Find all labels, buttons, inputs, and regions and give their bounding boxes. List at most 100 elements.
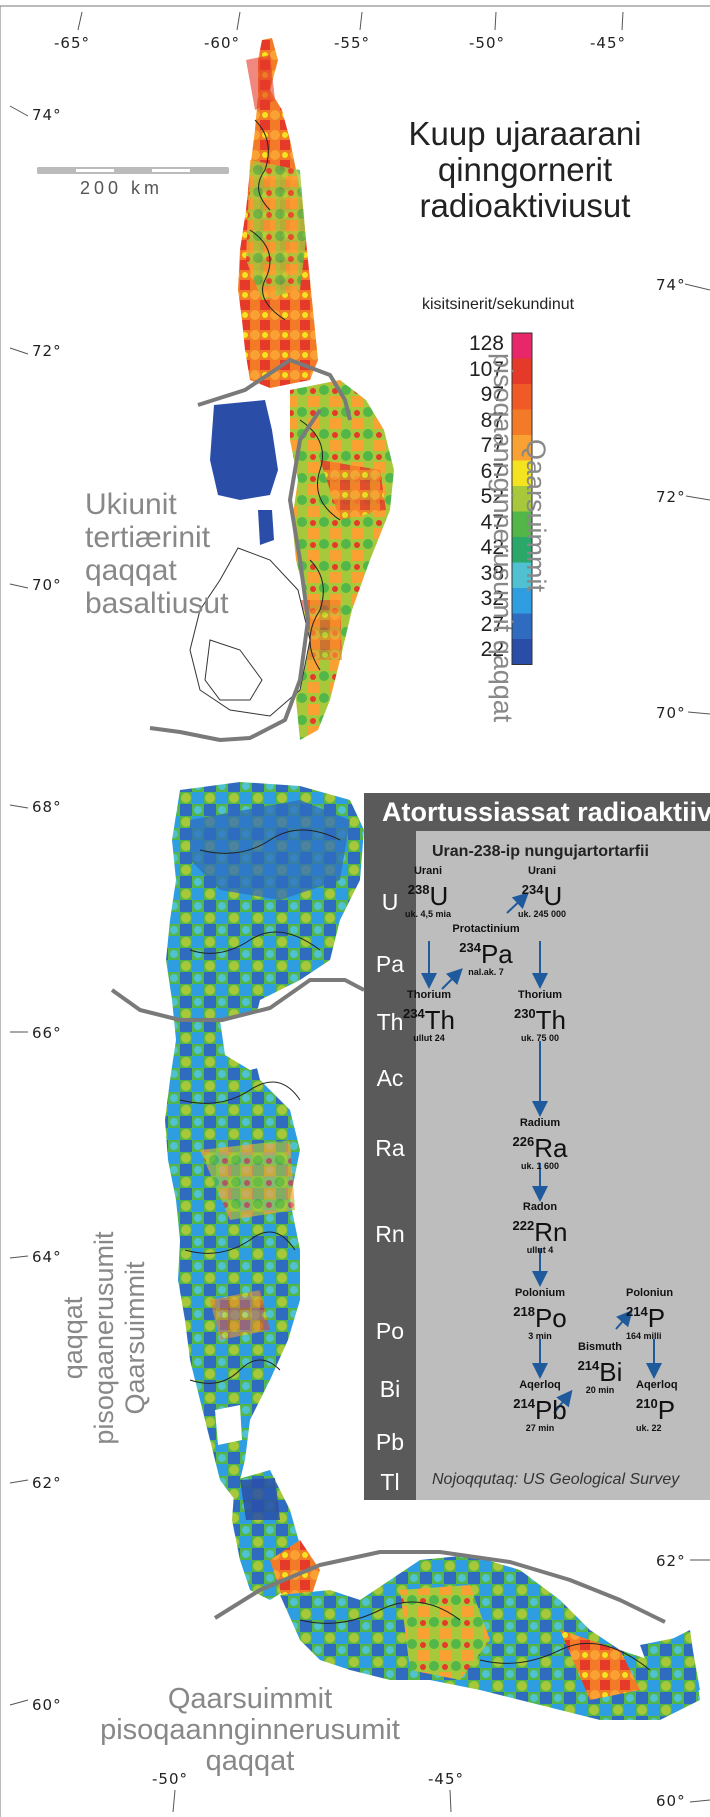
isotope-half-life: 27 min bbox=[525, 1423, 555, 1433]
isotope-mass: 214 bbox=[626, 1304, 648, 1319]
map-title-line: radioaktiviusut bbox=[419, 187, 631, 224]
isotope-name: Protactinium bbox=[452, 923, 520, 935]
isotope-th234: Thorium 234Th ullut 24 bbox=[394, 989, 464, 1043]
isotope-element: Ra bbox=[534, 1133, 568, 1163]
isotope-half-life: 164 milli bbox=[626, 1331, 662, 1341]
legend-swatch bbox=[512, 409, 532, 435]
legend-swatch bbox=[512, 333, 532, 359]
isotope-symbol: 234U bbox=[504, 877, 580, 909]
region-line: pisoqaannginnerusumit qaqqat bbox=[488, 353, 518, 723]
isotope-half-life: uk. 1 600 bbox=[520, 1161, 560, 1171]
isotope-pa234: Protactinium 234Pa nal.ak. 7 bbox=[446, 923, 526, 977]
isotope-symbol: 214P bbox=[626, 1299, 698, 1331]
longitude-label: -45° bbox=[590, 34, 626, 52]
isotope-symbol: 234Th bbox=[394, 1001, 464, 1033]
map-title: Kuup ujaraarani qinngornerit radioaktivi… bbox=[380, 116, 670, 224]
longitude-label: -45° bbox=[428, 1770, 464, 1788]
region-line: Qaarsuimmit bbox=[120, 1261, 150, 1415]
longitude-label: -50° bbox=[152, 1770, 188, 1788]
element-label: Ra bbox=[375, 1135, 405, 1161]
isotope-symbol: 234Pa bbox=[446, 935, 526, 967]
isotope-symbol: 222Rn bbox=[504, 1213, 576, 1245]
isotope-name: Bismuth bbox=[578, 1341, 622, 1353]
latitude-label: 70° bbox=[656, 704, 686, 722]
legend-swatch bbox=[512, 384, 532, 410]
latitude-label: 68° bbox=[32, 798, 62, 816]
isotope-mass: 222 bbox=[512, 1218, 535, 1233]
isotope-mass: 214 bbox=[513, 1396, 535, 1411]
isotope-mass: 234 bbox=[521, 882, 544, 897]
longitude-label: -50° bbox=[469, 34, 505, 52]
isotope-u238: Urani 238U uk. 4,5 mia bbox=[396, 865, 460, 919]
isotope-mass: 234 bbox=[402, 1006, 425, 1021]
isotope-half-life: uk. 245 000 bbox=[517, 909, 567, 919]
isotope-element: P bbox=[647, 1303, 666, 1333]
latitude-label: 66° bbox=[32, 1024, 62, 1042]
legend-value: 97 bbox=[480, 383, 504, 406]
isotope-half-life: uk. 75 00 bbox=[520, 1033, 560, 1043]
decay-source-note: Nojoqqutaq: US Geological Survey bbox=[432, 1471, 680, 1488]
legend-color-bar bbox=[511, 332, 533, 665]
isotope-po214: Poloniun 214P 164 milli bbox=[626, 1287, 698, 1341]
isotope-pb214: Aqerloq 214Pb 27 min bbox=[504, 1379, 576, 1433]
isotope-half-life: nal.ak. 7 bbox=[468, 967, 504, 977]
legend-swatch bbox=[512, 588, 532, 614]
latitude-label: 70° bbox=[32, 576, 62, 594]
decay-arrows bbox=[421, 892, 662, 1414]
isotope-mass: 238 bbox=[407, 882, 430, 897]
region-label-west-coast: qaqqat pisoqaanerusumit Qaarsuimmit bbox=[58, 1208, 151, 1468]
isotope-name: Thorium bbox=[518, 989, 562, 1001]
isotope-name: Urani bbox=[527, 865, 557, 877]
isotope-half-life: ullut 24 bbox=[413, 1033, 445, 1043]
isotope-name: Urani bbox=[413, 865, 443, 877]
decay-chain-panel: Atortussiassat radioaktiiv U Pa Th Ac Ra… bbox=[364, 793, 710, 1500]
latitude-label: 64° bbox=[32, 1248, 62, 1266]
region-line: qaqqat bbox=[85, 554, 177, 587]
region-line: qaqqat bbox=[58, 1296, 88, 1380]
isotope-po218: Polonium 218Po 3 min bbox=[504, 1287, 576, 1341]
isotope-name: Aqerloq bbox=[519, 1379, 561, 1391]
isotope-symbol: 218Po bbox=[504, 1299, 576, 1331]
element-label: U bbox=[381, 889, 399, 915]
latitude-label: 74° bbox=[656, 276, 686, 294]
region-label-ukiunit: Ukiunit tertiærinit qaqqat basaltiusut bbox=[85, 488, 228, 620]
legend-value: 107 bbox=[468, 357, 504, 381]
isotope-symbol: 214Bi bbox=[570, 1353, 630, 1385]
latitude-label: 60° bbox=[32, 1696, 62, 1714]
legend-value: 32 bbox=[480, 587, 504, 610]
legend-value: 128 bbox=[468, 332, 504, 355]
legend-swatch bbox=[512, 613, 532, 639]
isotope-bi214: Bismuth 214Bi 20 min bbox=[570, 1341, 630, 1395]
isotope-symbol: 230Th bbox=[504, 1001, 576, 1033]
isotope-name: Radon bbox=[522, 1201, 558, 1213]
isotope-element: Po bbox=[534, 1303, 567, 1333]
isotope-half-life: 3 min bbox=[528, 1331, 552, 1341]
isotope-mass: 214 bbox=[577, 1358, 600, 1373]
isotope-element: Pb bbox=[534, 1395, 567, 1425]
isotope-name: Poloniun bbox=[626, 1287, 674, 1299]
region-line: Qaarsuimmit bbox=[521, 439, 551, 593]
isotope-mass: 210 bbox=[636, 1396, 658, 1411]
element-sidebar: U Pa Th Ac Ra Rn Po Bi Pb Tl bbox=[364, 831, 416, 1500]
legend-swatch bbox=[512, 358, 532, 384]
legend-value: 52 bbox=[480, 485, 504, 508]
latitude-label: 72° bbox=[32, 342, 62, 360]
latitude-label: 72° bbox=[656, 488, 686, 506]
map-title-line: Kuup ujaraarani bbox=[408, 115, 642, 152]
isotope-mass: 234 bbox=[459, 940, 481, 955]
element-label: Th bbox=[376, 1009, 404, 1035]
isotope-mass: 218 bbox=[513, 1304, 535, 1319]
region-line: basaltiusut bbox=[85, 587, 229, 620]
region-label-east-coast: Qaarsuimmit pisoqaannginnerusumit qaqqat bbox=[486, 353, 552, 773]
legend-value: 27 bbox=[480, 612, 504, 636]
element-label: Po bbox=[375, 1318, 405, 1344]
legend-value: 77 bbox=[480, 434, 504, 457]
isotope-pb210: Aqerloq 210P uk. 22 bbox=[636, 1379, 708, 1433]
isotope-element: Th bbox=[424, 1005, 456, 1035]
region-line: tertiærinit bbox=[85, 521, 211, 554]
legend-swatch bbox=[512, 562, 532, 588]
longitude-label: -60° bbox=[204, 34, 240, 52]
isotope-rn222: Radon 222Rn ullut 4 bbox=[504, 1201, 576, 1255]
latitude-label: 60° bbox=[656, 1792, 686, 1810]
